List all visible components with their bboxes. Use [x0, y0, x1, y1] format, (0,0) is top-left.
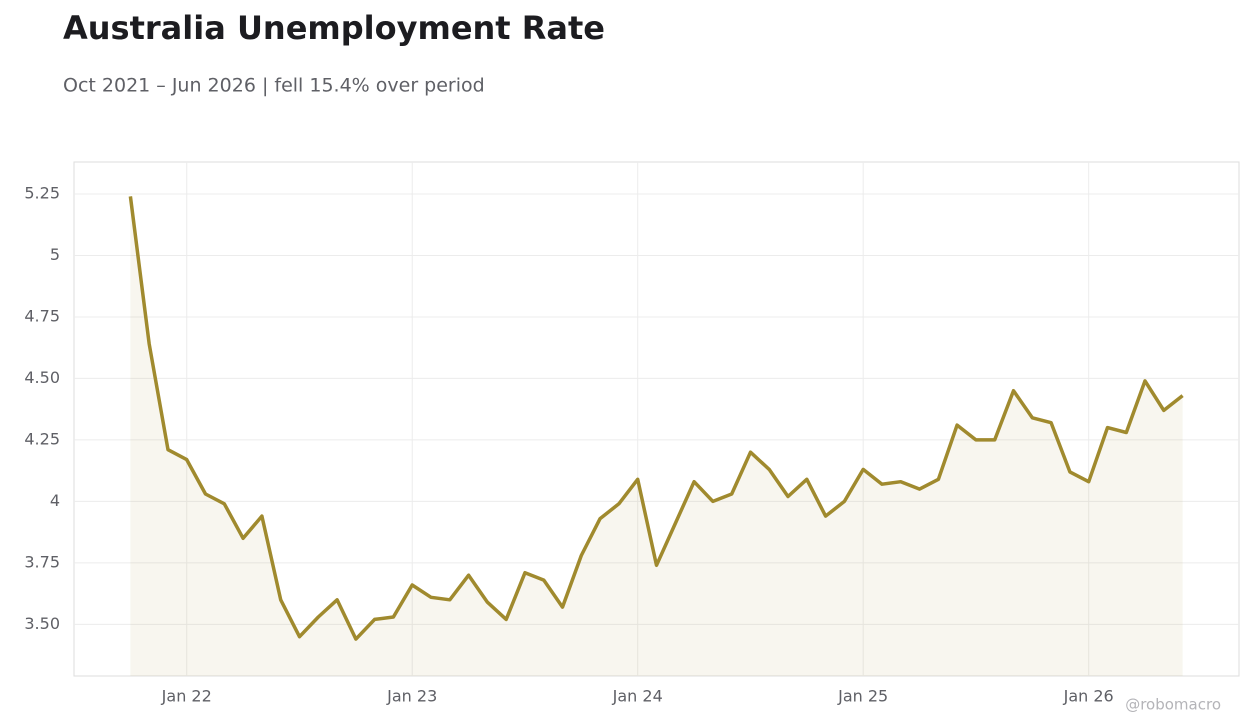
x-tick-label: Jan 24 [612, 687, 663, 706]
y-tick-label: 4.25 [24, 429, 60, 448]
y-tick-label: 4.50 [24, 368, 60, 387]
x-tick-label: Jan 22 [161, 687, 212, 706]
y-tick-label: 3.75 [24, 552, 60, 571]
y-tick-label: 5 [50, 245, 60, 264]
line [128, 196, 1184, 641]
area [130, 196, 1183, 676]
y-tick-label: 5.25 [24, 183, 60, 202]
x-tick-label: Jan 25 [837, 687, 888, 706]
chart-subtitle: Oct 2021 – Jun 2026 | fell 15.4% over pe… [63, 75, 485, 97]
chart-title: Australia Unemployment Rate [63, 9, 605, 47]
watermark: @robomacro [1125, 696, 1221, 714]
y-tick-label: 3.50 [24, 614, 60, 633]
x-tick-label: Jan 23 [386, 687, 437, 706]
y-tick-label: 4 [50, 491, 60, 510]
plot-frame [73, 161, 1240, 677]
y-tick-label: 4.75 [24, 306, 60, 325]
x-tick-label: Jan 26 [1063, 687, 1114, 706]
